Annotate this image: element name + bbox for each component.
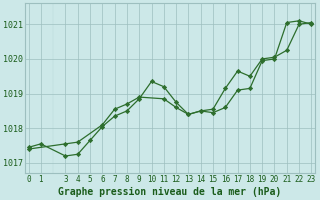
X-axis label: Graphe pression niveau de la mer (hPa): Graphe pression niveau de la mer (hPa) <box>58 186 282 197</box>
